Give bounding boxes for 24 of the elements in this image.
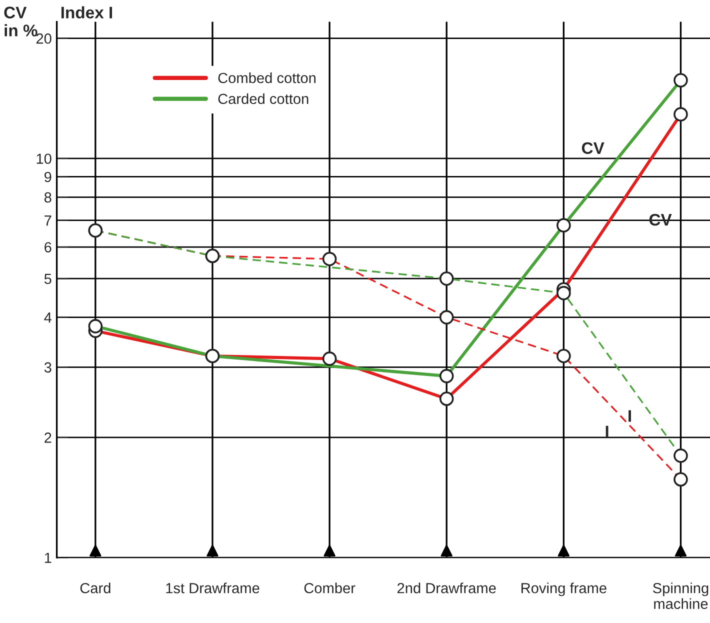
legend-label: Carded cotton [218, 93, 308, 104]
annotation: I [628, 410, 631, 422]
x-tick-label: 2nd Drawframe [398, 582, 496, 594]
y-tick-label: 10 [36, 154, 52, 164]
y-tick-label: 7 [44, 216, 52, 226]
y-tick-label: 6 [44, 242, 52, 252]
legend-label: Combed cotton [218, 72, 316, 84]
y-tick-label: 4 [44, 312, 52, 323]
y-tick-label: 3 [44, 362, 52, 373]
y-axis-title: CV in % [4, 6, 38, 36]
x-tick-label: 1st Drawframe [166, 582, 260, 594]
x-tick-label: Spinning machine [653, 582, 708, 610]
y-tick-label: 5 [44, 274, 52, 284]
y-tick-label: 1 [44, 552, 52, 563]
text: Index I [61, 6, 112, 18]
y-tick-label: 9 [44, 172, 52, 182]
y-tick-label: 2 [44, 432, 52, 443]
y-tick-label: 20 [36, 33, 52, 44]
y-tick-label: 8 [44, 192, 52, 203]
x-tick-label: Comber [304, 582, 356, 594]
annotation: CV [582, 142, 604, 154]
x-tick-label: Roving frame [522, 582, 606, 596]
annotation: I [606, 426, 608, 438]
x-tick-label: Card [80, 582, 110, 594]
